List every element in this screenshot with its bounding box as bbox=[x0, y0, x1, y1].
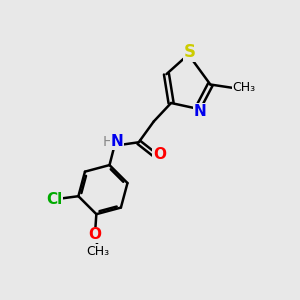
Text: N: N bbox=[194, 104, 207, 119]
Text: CH₃: CH₃ bbox=[86, 245, 109, 258]
Text: N: N bbox=[110, 134, 123, 149]
Text: S: S bbox=[184, 43, 196, 61]
Text: O: O bbox=[153, 148, 166, 163]
Text: Cl: Cl bbox=[46, 192, 63, 207]
Text: O: O bbox=[89, 227, 102, 242]
Text: H: H bbox=[103, 135, 113, 148]
Text: CH₃: CH₃ bbox=[232, 82, 255, 94]
